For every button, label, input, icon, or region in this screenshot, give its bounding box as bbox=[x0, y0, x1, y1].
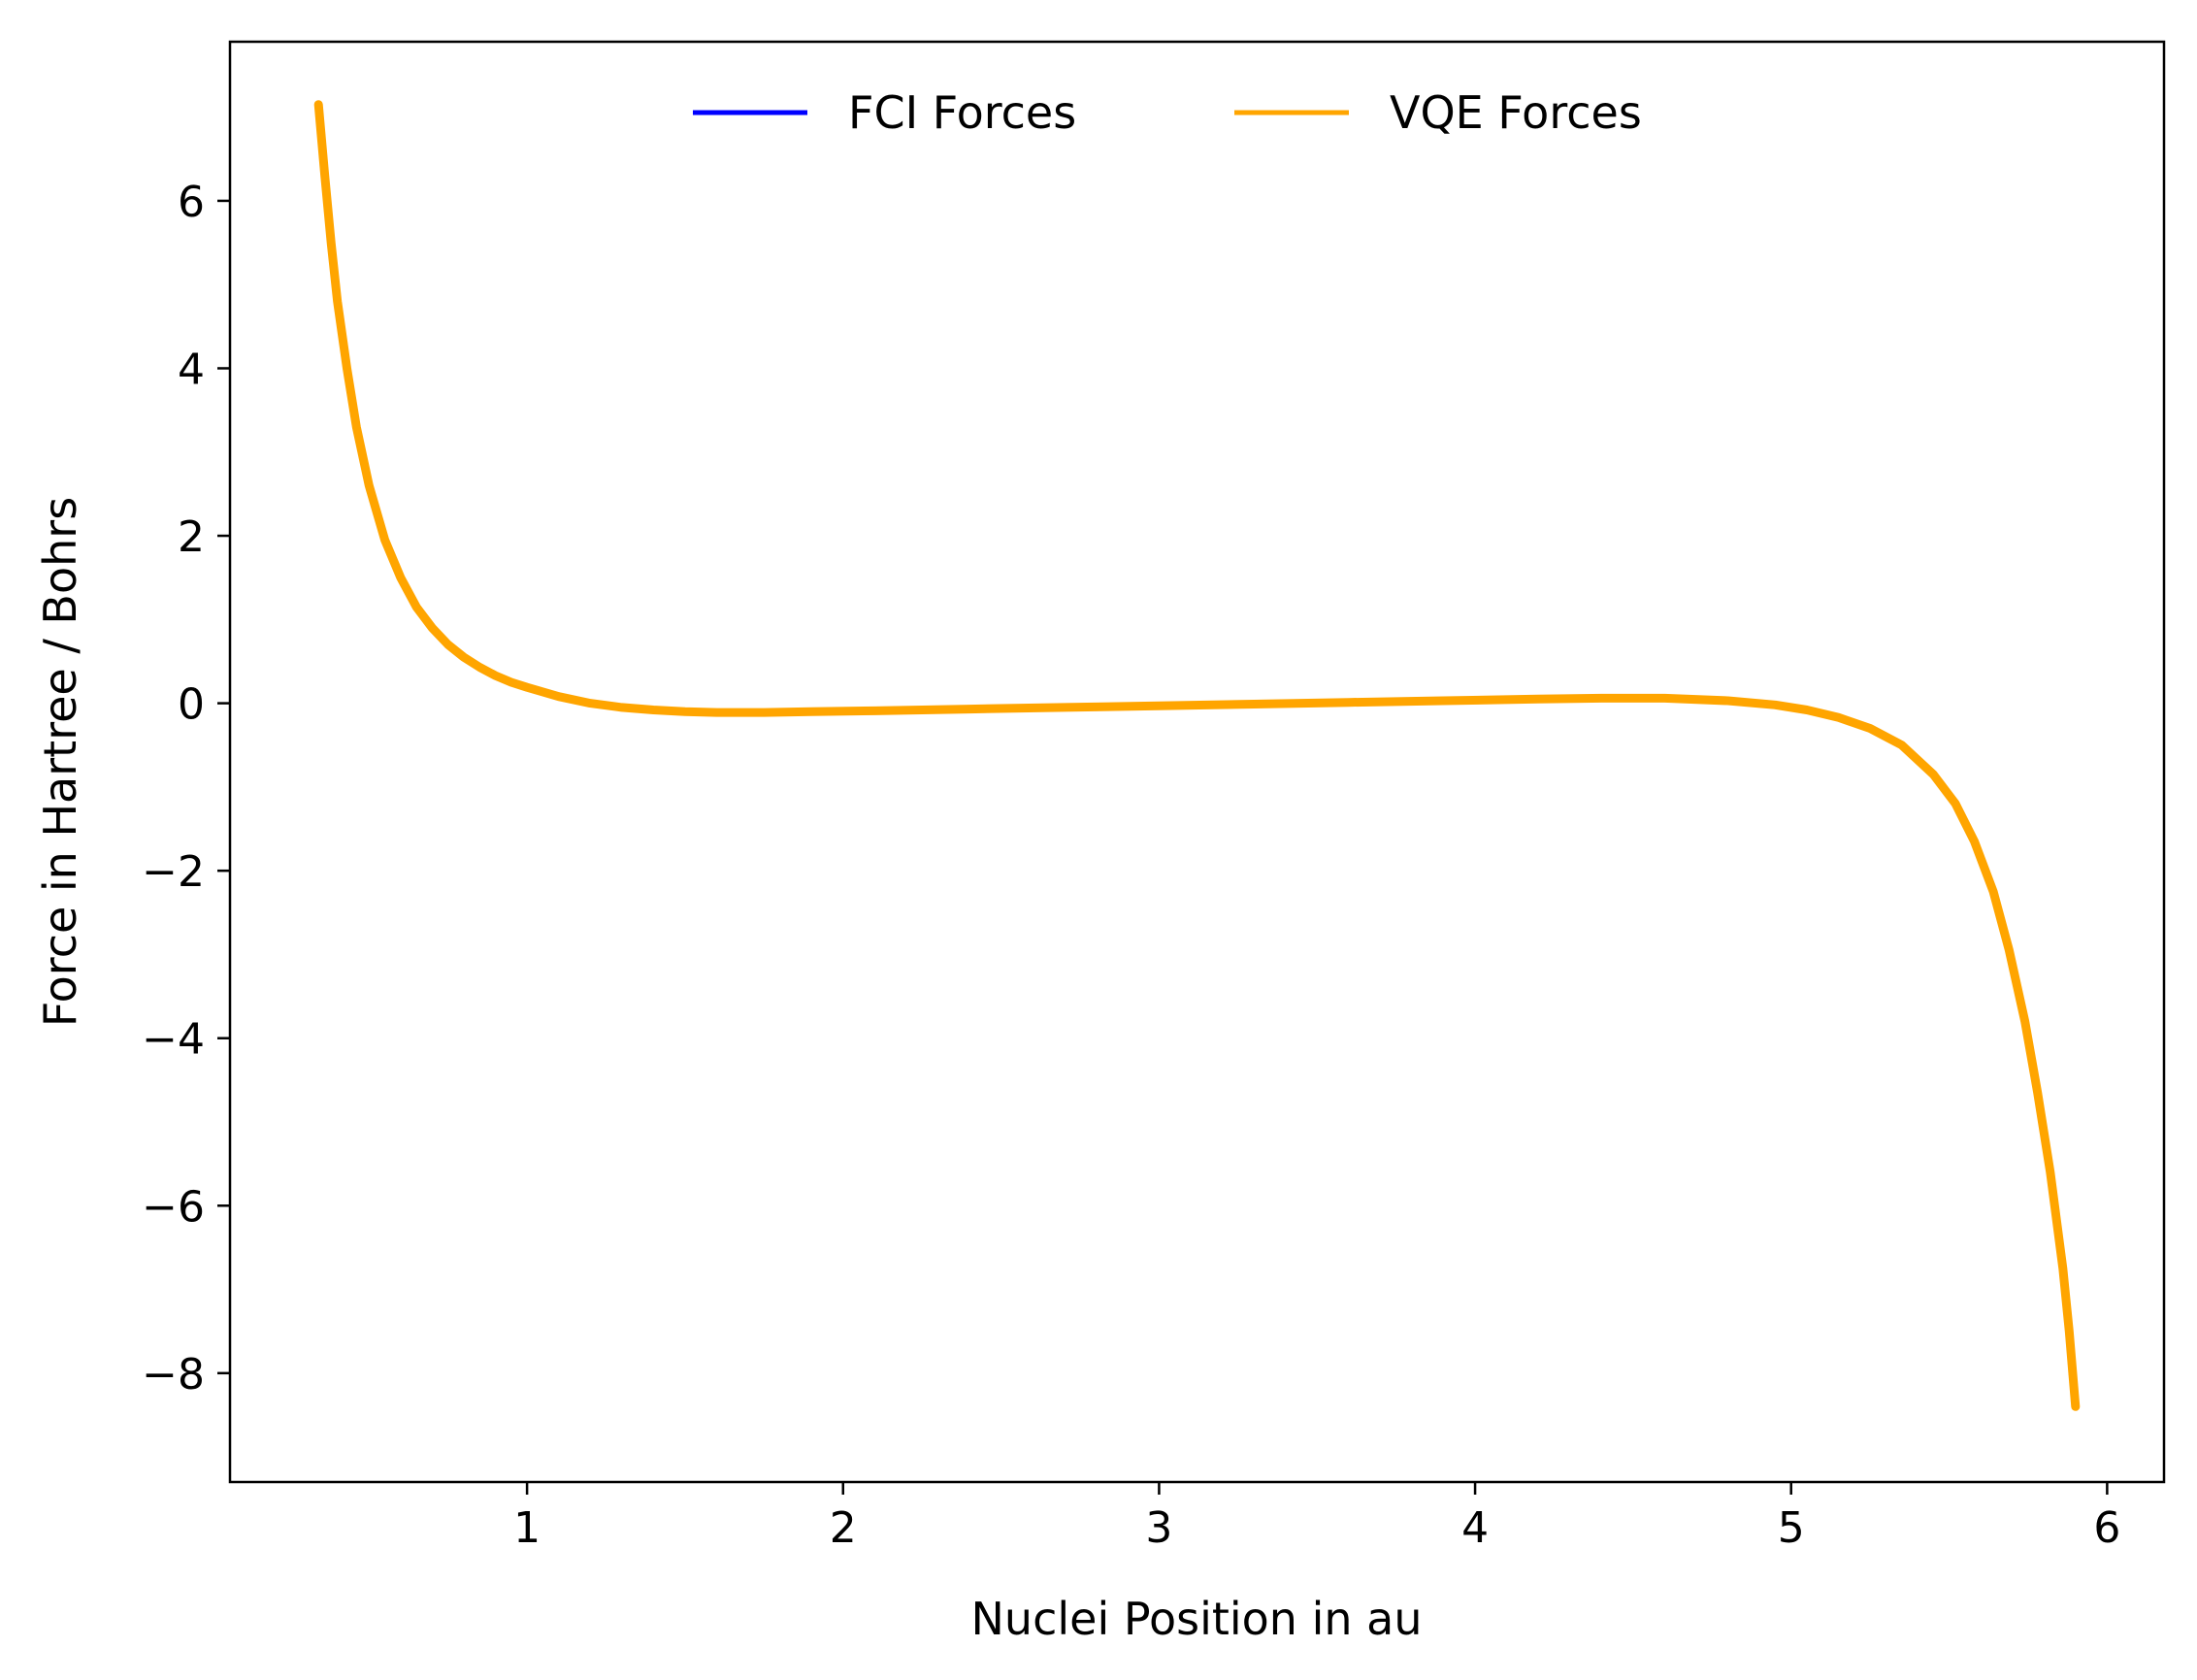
plot-frame bbox=[228, 40, 2166, 1484]
y-tick-label: 6 bbox=[178, 178, 205, 227]
x-axis-label: Nuclei Position in au bbox=[971, 1593, 1423, 1645]
x-axis: 1 2 3 4 5 6 bbox=[513, 1482, 2120, 1553]
x-tick-label: 1 bbox=[513, 1503, 541, 1553]
series-line-vqe-forces bbox=[313, 100, 2081, 1411]
legend-label-vqe: VQE Forces bbox=[1390, 86, 1642, 139]
y-tick-label: −8 bbox=[142, 1350, 205, 1400]
y-tick-label: 2 bbox=[178, 512, 205, 562]
x-tick-label: 2 bbox=[830, 1503, 857, 1553]
x-tick-label: 6 bbox=[2093, 1503, 2120, 1553]
x-tick-label: 5 bbox=[1778, 1503, 1805, 1553]
legend-label-fci: FCI Forces bbox=[848, 86, 1076, 139]
legend: FCI Forces VQE Forces bbox=[693, 86, 1642, 139]
series-layer bbox=[313, 100, 2081, 1411]
y-axis: −8 −6 −4 −2 0 2 4 6 bbox=[142, 178, 230, 1400]
y-tick-label: 4 bbox=[178, 345, 205, 394]
y-tick-label: −2 bbox=[142, 847, 205, 897]
y-tick-label: −4 bbox=[142, 1015, 205, 1065]
y-tick-label: 0 bbox=[178, 680, 205, 730]
y-axis-label: Force in Hartree / Bohrs bbox=[34, 497, 86, 1027]
x-tick-label: 4 bbox=[1461, 1503, 1489, 1553]
x-tick-label: 3 bbox=[1145, 1503, 1172, 1553]
y-tick-label: −6 bbox=[142, 1182, 205, 1232]
